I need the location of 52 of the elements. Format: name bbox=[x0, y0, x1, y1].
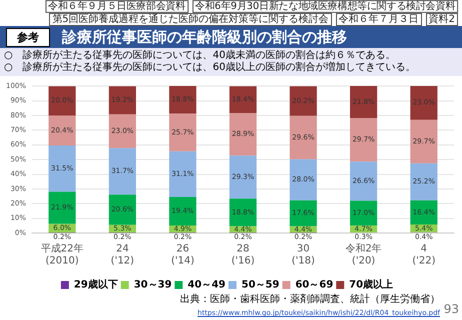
bar bbox=[290, 116, 317, 160]
bar bbox=[108, 194, 136, 225]
bar bbox=[48, 146, 76, 192]
legend-label: 29歳以下 bbox=[74, 278, 118, 291]
text: 令和6年9月30日新たな地域医療構想等に関する検討会資料 bbox=[192, 0, 458, 13]
bar bbox=[229, 113, 257, 156]
bar bbox=[410, 163, 438, 200]
bar bbox=[169, 86, 196, 114]
legend-label: 60～69 bbox=[295, 280, 334, 291]
bar bbox=[169, 197, 196, 226]
text: 令和６年９月５日医療部会資料 bbox=[45, 0, 188, 13]
bar bbox=[350, 200, 378, 226]
bar bbox=[229, 86, 257, 114]
bar bbox=[410, 120, 438, 164]
source-note: 出典：医師・歯科医師・薬剤師調査、統計（厚生労働省） bbox=[180, 294, 440, 306]
legend-label: 40～49 bbox=[188, 280, 226, 291]
x-tick-label: 平成22年 (2010) bbox=[40, 242, 84, 267]
x-tick-label: 26 ('14) bbox=[171, 244, 194, 267]
text: 第5回医師養成過程を通じた医師の偏在対策等に関する検討会 bbox=[49, 13, 332, 26]
x-tick-label: 24 ('12) bbox=[110, 244, 134, 267]
bar bbox=[410, 86, 438, 120]
bar bbox=[108, 114, 136, 148]
bar bbox=[290, 200, 317, 226]
chart-title: 診療所従事医師の年齢階級別の割合の推移 bbox=[62, 28, 347, 46]
x-tick-label: 28 ('16) bbox=[231, 244, 255, 267]
bar bbox=[290, 86, 317, 116]
bar bbox=[350, 118, 378, 162]
bar bbox=[350, 162, 378, 201]
bar bbox=[169, 151, 196, 198]
bar bbox=[108, 86, 136, 114]
x-tick-label: 30 ('18) bbox=[292, 244, 316, 267]
x-tick-label: 4 ('22) bbox=[412, 244, 436, 267]
text: 参考 bbox=[6, 28, 50, 46]
text: 令和６年７月３日 bbox=[336, 13, 422, 26]
legend-label: 30～39 bbox=[134, 280, 172, 291]
bar bbox=[410, 200, 438, 224]
bar bbox=[169, 114, 196, 152]
bar bbox=[48, 116, 76, 146]
text: ○ 診療所が主たる従事先の医師については、60歳以上の医師の割合が増加してきている。 bbox=[4, 62, 416, 74]
text: 93 bbox=[444, 302, 459, 316]
bar bbox=[229, 198, 257, 226]
legend-label: 70歳以上 bbox=[349, 278, 394, 291]
x-tick-label: 令和2年 ('20) bbox=[345, 242, 382, 267]
bar bbox=[108, 148, 136, 195]
text: ○ 診療所が主たる従事先の医師については、40歳未満の医師の割合は約６％である。 bbox=[4, 50, 396, 62]
text: 資料2 bbox=[426, 13, 458, 26]
bar bbox=[350, 86, 378, 118]
bar bbox=[229, 156, 257, 199]
bar bbox=[290, 159, 317, 200]
bar bbox=[48, 86, 76, 116]
bar bbox=[48, 192, 76, 224]
legend-label: 50～59 bbox=[242, 280, 280, 291]
